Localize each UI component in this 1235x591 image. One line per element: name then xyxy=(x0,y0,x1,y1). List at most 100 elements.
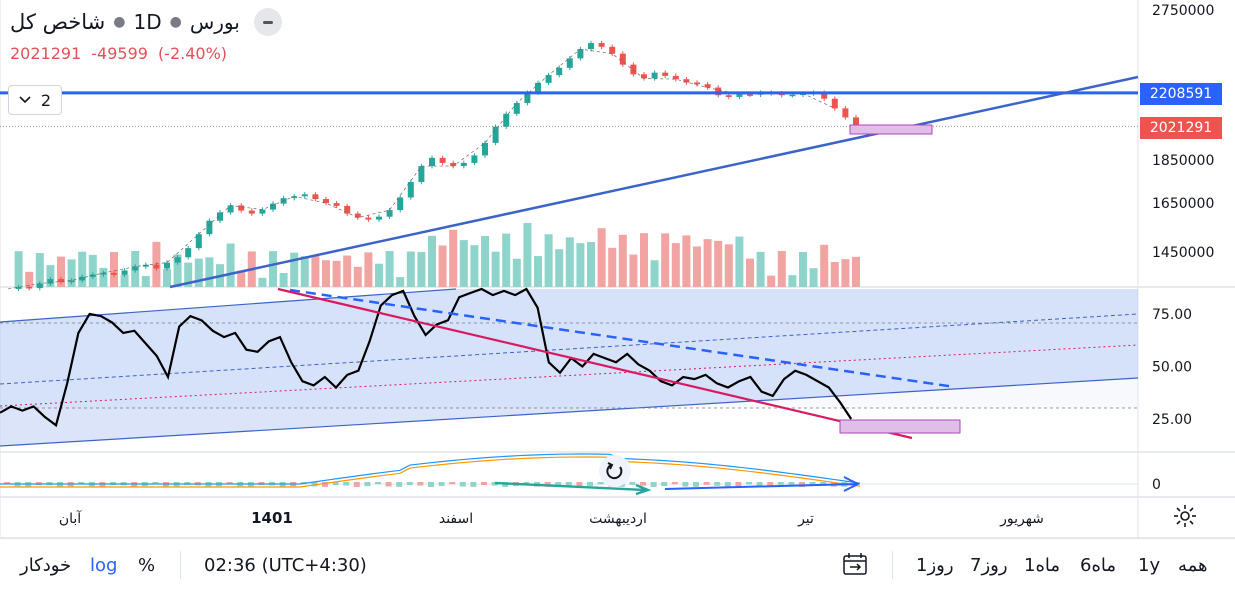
candle-body xyxy=(248,210,255,214)
volume-bar xyxy=(46,265,55,287)
macd-histogram-bar xyxy=(4,482,10,484)
candle-body xyxy=(630,64,637,75)
candle-body xyxy=(365,217,372,220)
candle-body xyxy=(535,82,541,93)
indicator-count: 2 xyxy=(40,90,52,110)
macd-histogram-bar xyxy=(714,482,721,486)
candle-body xyxy=(333,203,340,206)
range-7d[interactable]: 7روز xyxy=(970,554,1008,576)
axis-labels: 2750000 1850000 1650000 1450000 75.00 50.00 25… xyxy=(59,3,1215,527)
macd-histogram-bar xyxy=(703,482,710,485)
volume-bar xyxy=(438,245,447,287)
volume-bar xyxy=(714,240,723,287)
candle-body xyxy=(376,216,382,220)
candle-body xyxy=(153,264,160,269)
macd-histogram-bar xyxy=(417,482,424,486)
range-1d[interactable]: 1روز xyxy=(916,554,954,576)
last-price-tag: 2021291 xyxy=(1140,117,1222,139)
candle-body xyxy=(641,74,647,79)
volume-bar xyxy=(120,274,129,287)
macd-histogram-bar xyxy=(343,482,350,486)
auto-scale-button[interactable]: خودکار xyxy=(20,554,72,576)
volume-bar xyxy=(205,257,214,287)
timeframe-label[interactable]: 1D xyxy=(133,10,162,34)
volume-bar xyxy=(809,268,818,287)
macd-arrow-green xyxy=(494,481,652,496)
volume-bar xyxy=(703,239,712,287)
candle-body xyxy=(185,248,192,258)
rsi-channel-fill xyxy=(0,289,1138,446)
volume-bar xyxy=(481,236,489,287)
percent-scale-button[interactable]: % xyxy=(138,554,156,576)
volume-bar xyxy=(841,259,850,287)
range-all[interactable]: همه xyxy=(1178,554,1208,576)
macd-histogram-bar xyxy=(311,482,318,487)
candle-body xyxy=(471,155,478,163)
volume-bar xyxy=(14,251,23,287)
volume-bar xyxy=(396,277,405,287)
candle-body xyxy=(725,95,732,97)
range-1m[interactable]: 1ماه xyxy=(1024,554,1061,576)
candle-body xyxy=(503,113,510,127)
candle-body xyxy=(195,234,202,249)
volume-bar xyxy=(237,270,246,287)
time-axis-label: اسفند xyxy=(439,511,473,527)
volume-bar xyxy=(258,277,267,287)
candle-body xyxy=(662,72,669,76)
price-zone-box xyxy=(849,124,933,135)
candle-body xyxy=(354,213,361,218)
hide-icon[interactable] xyxy=(253,8,282,36)
range-1y[interactable]: 1y xyxy=(1138,554,1161,576)
time-axis-label: تیر xyxy=(797,511,814,527)
change-value: -49599 xyxy=(91,44,148,63)
symbol-title[interactable]: شاخص کل xyxy=(10,10,106,34)
candle-body xyxy=(556,67,563,76)
price-tick-label: 1650000 xyxy=(1152,196,1214,212)
price-trend-line xyxy=(169,75,1139,289)
candle-body xyxy=(853,117,859,127)
candle-body xyxy=(715,87,722,96)
reset-chart-button[interactable] xyxy=(599,455,631,487)
macd-tick-label: 0 xyxy=(1152,477,1161,493)
date-range-icon[interactable] xyxy=(842,552,870,576)
volume-bar xyxy=(852,256,860,287)
candle-body xyxy=(164,262,170,269)
volume-bar xyxy=(173,254,182,287)
log-scale-button[interactable]: log xyxy=(90,554,118,576)
candle-body xyxy=(450,162,457,167)
indicators-collapse-button[interactable]: 2 xyxy=(8,85,62,115)
volume-bar xyxy=(597,228,606,287)
volume-bar xyxy=(788,275,797,287)
candle-body xyxy=(831,98,838,109)
volume-bar xyxy=(78,251,87,287)
time-axis-label: آبان xyxy=(59,510,82,527)
timezone-clock[interactable]: 02:36 (UTC+4:30) xyxy=(204,554,367,576)
candle-body xyxy=(301,194,308,197)
volume-bar xyxy=(184,262,193,287)
rsi-line xyxy=(0,287,961,440)
volume-bar xyxy=(428,235,436,287)
volume-bar xyxy=(502,233,511,287)
volume-bar xyxy=(343,255,352,287)
candle-body xyxy=(68,280,75,283)
macd-histogram-bar xyxy=(449,482,456,485)
close-value: 2021291 xyxy=(10,44,82,63)
candle-body xyxy=(418,166,425,182)
macd-histogram-bar xyxy=(78,482,85,485)
volume-bar xyxy=(693,246,701,287)
drawing-tools[interactable] xyxy=(0,75,1139,289)
rsi-tick-label: 50.00 xyxy=(1152,360,1192,376)
volume-bar xyxy=(512,258,521,287)
macd-histogram-bar xyxy=(353,482,360,487)
volume-bar xyxy=(576,243,585,287)
range-6m[interactable]: 6ماه xyxy=(1080,554,1117,576)
volume-bar xyxy=(587,241,595,287)
candle-body xyxy=(132,266,139,271)
settings-button[interactable] xyxy=(1172,503,1198,533)
volume-bar xyxy=(226,243,235,287)
candle-body xyxy=(747,94,753,96)
volume-bar xyxy=(141,275,150,287)
volume-bar xyxy=(459,240,468,287)
rsi-downtrend-line xyxy=(277,287,913,440)
